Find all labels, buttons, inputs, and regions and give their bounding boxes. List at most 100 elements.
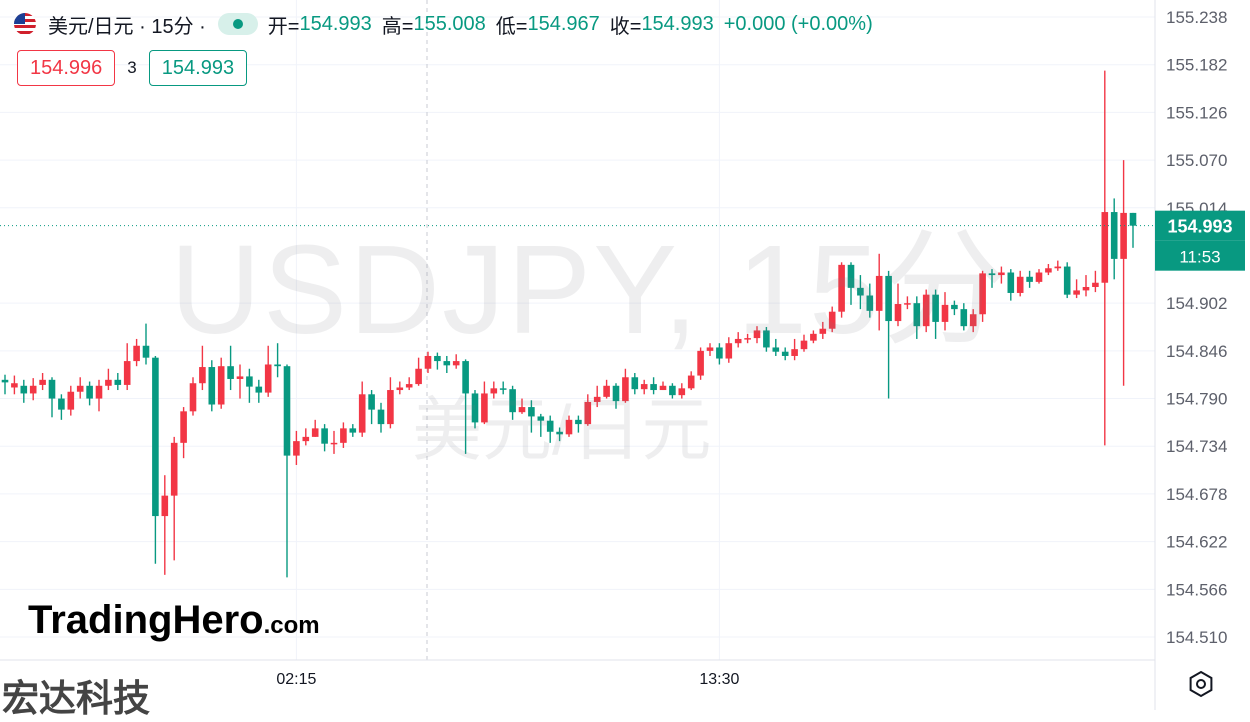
buy-price-button[interactable]: 154.993 (148, 50, 248, 86)
y-tick-label: 154.846 (1166, 342, 1227, 361)
candle-body (622, 377, 629, 402)
candle-body (1101, 212, 1109, 283)
candle-body (415, 368, 422, 385)
x-tick-label: 13:30 (699, 671, 739, 688)
candle-body (443, 361, 451, 366)
candle-body (744, 338, 751, 340)
candle-body (753, 330, 761, 339)
close-label: 收= (609, 15, 642, 38)
candle-body (998, 272, 1005, 276)
candle-body (67, 391, 75, 410)
candle-body (199, 367, 206, 384)
corner-brand-text: 宏达科技 (2, 678, 150, 719)
low-label: 低= (495, 15, 528, 38)
status-dot-icon (232, 19, 243, 29)
candle-body (565, 419, 573, 435)
candle-body (716, 347, 723, 359)
candle-body (499, 388, 507, 390)
candle-body (1110, 212, 1118, 259)
candle-body (1054, 266, 1062, 269)
candle-body (894, 304, 902, 322)
candle-body (528, 407, 535, 417)
candle-body (866, 295, 874, 311)
candle-body (481, 393, 488, 423)
candle-body (932, 294, 939, 322)
candle-body (904, 303, 911, 305)
candle-body (603, 385, 610, 397)
candle-body (170, 442, 178, 496)
candle-body (1026, 276, 1033, 282)
candle-body (274, 364, 281, 367)
candle-body (772, 347, 780, 352)
candle-body (20, 385, 28, 394)
quote-row: 154.996 3 154.993 (17, 50, 248, 86)
us-flag-icon (14, 13, 36, 35)
y-tick-label: 155.070 (1166, 151, 1227, 170)
y-tick-label: 154.510 (1166, 628, 1227, 647)
candle-body (631, 377, 639, 390)
candle-body (969, 314, 977, 327)
candle-body (396, 387, 404, 391)
last-price-value: 154.993 (1167, 217, 1232, 237)
candle-body (828, 311, 836, 329)
y-tick-label: 154.790 (1166, 390, 1227, 409)
candle-body (941, 304, 949, 322)
candle-body (377, 409, 385, 425)
candle-body (48, 379, 56, 399)
candle-body (1073, 290, 1080, 295)
candle-body (1063, 266, 1071, 295)
candle-body (39, 379, 46, 385)
candle-body (123, 361, 131, 385)
candle-body (340, 428, 347, 443)
candle-body (95, 385, 103, 399)
candle-body (546, 420, 554, 432)
candle-body (349, 428, 357, 433)
sell-price-button[interactable]: 154.996 (17, 50, 116, 86)
high-label: 高= (381, 15, 414, 38)
candle-body (330, 442, 338, 445)
candle-body (885, 275, 892, 322)
candle-body (161, 495, 169, 517)
market-status-badge[interactable] (217, 13, 258, 35)
candle-body (781, 351, 789, 356)
candle-body (217, 366, 225, 405)
candle-body (358, 394, 366, 433)
candle-body (819, 328, 827, 334)
logo-main: TradingHero (28, 598, 264, 642)
candle-body (227, 366, 234, 379)
candle-body (518, 407, 526, 413)
settings-hexagon-icon[interactable] (1187, 670, 1215, 698)
candle-body (988, 273, 996, 276)
candle-body (763, 330, 770, 348)
candle-body (800, 340, 808, 350)
candle-body (791, 349, 798, 356)
candle-body (180, 411, 187, 443)
candle-body (11, 383, 18, 388)
candle-body (640, 384, 648, 390)
symbol-title[interactable]: 美元/日元 · 15分 · (48, 15, 206, 38)
candle-body (321, 428, 328, 444)
y-tick-label: 154.734 (1166, 437, 1227, 456)
candle-body (810, 333, 817, 341)
candle-body (951, 304, 958, 310)
candle-body (1045, 268, 1052, 273)
y-tick-label: 155.238 (1166, 8, 1227, 27)
y-tick-label: 155.182 (1166, 56, 1227, 75)
candle-body (405, 384, 413, 388)
candle-body (659, 385, 667, 391)
candle-body (669, 385, 676, 396)
x-tick-label: 02:15 (276, 671, 316, 688)
close-value: 154.993 (641, 12, 714, 35)
y-tick-label: 154.566 (1166, 580, 1227, 599)
candle-body (838, 264, 845, 312)
candle-body (612, 385, 620, 402)
candle-body (697, 350, 704, 376)
candle-body (537, 416, 545, 421)
candle-body (1092, 282, 1099, 287)
candle-body (1, 379, 9, 383)
open-label: 开= (267, 15, 300, 38)
open-value: 154.993 (299, 12, 372, 35)
candle-body (462, 361, 469, 394)
candle-body (490, 388, 498, 394)
